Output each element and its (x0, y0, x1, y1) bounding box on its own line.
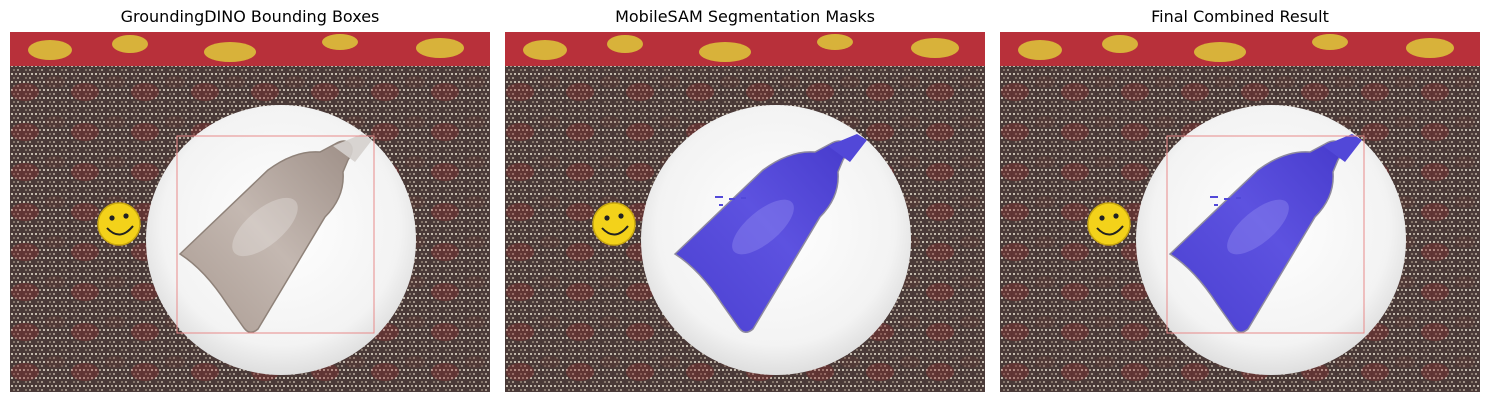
smiley-sticker-icon (97, 202, 141, 246)
scene-image (505, 32, 985, 392)
smiley-sticker-icon (592, 202, 636, 246)
panel-title: MobileSAM Segmentation Masks (615, 7, 875, 26)
scene-image (10, 32, 490, 392)
panel-grounding-dino: GroundingDINO Bounding Boxes (10, 0, 490, 402)
water-bag (178, 140, 353, 333)
panel-title: GroundingDINO Bounding Boxes (120, 7, 380, 26)
panel-final-combined: Final Combined Result (1000, 0, 1480, 402)
panel-mobilesam: MobileSAM Segmentation Masks (505, 0, 985, 402)
panel-title: Final Combined Result (1151, 7, 1329, 26)
fabric-strip (10, 32, 490, 66)
scene-image (1000, 32, 1480, 392)
fabric-strip (1000, 32, 1480, 66)
segmentation-mask (1168, 140, 1343, 333)
bounding-box (1166, 135, 1365, 334)
mask-specks (715, 196, 746, 206)
bounding-box (176, 135, 375, 334)
smiley-sticker-icon (1087, 202, 1131, 246)
segmentation-mask (673, 140, 848, 333)
fabric-strip (505, 32, 985, 66)
mask-specks (1210, 196, 1241, 206)
